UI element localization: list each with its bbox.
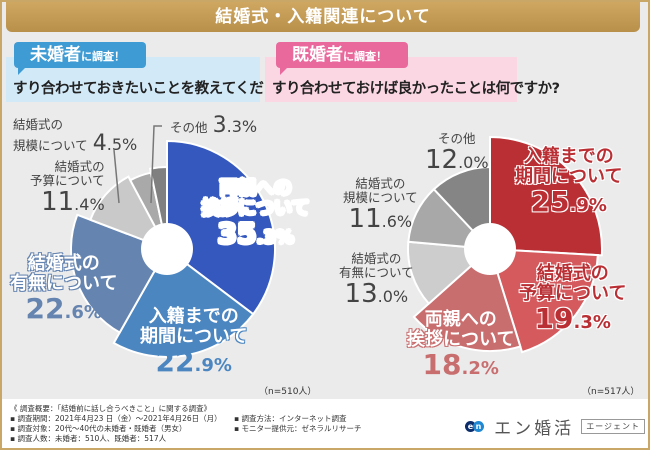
left-label-scale: 結婚式の 規模について 4.5%: [13, 118, 137, 156]
survey-notes: 《 調査概要：「結婚前に話し合うべきこと」に関する調査》 ▪ 調査期間：2021…: [10, 404, 222, 444]
left-tag-main: 未婚者: [30, 45, 81, 65]
left-tag: 未婚者に調査！: [14, 42, 146, 75]
right-tag-main: 既婚者: [292, 45, 343, 65]
label-name: 挨拶について: [407, 328, 515, 350]
label-name: 有無について: [339, 264, 414, 280]
label-name: 規模について: [343, 189, 418, 205]
logo-mark-e: e: [465, 420, 476, 432]
left-label-parents: 両親への 挨拶について 35.3%: [202, 179, 309, 249]
right-label-ceremony-yesno: 結婚式の 有無について 13.0%: [339, 252, 414, 308]
label-value-decimal: .0%: [458, 152, 489, 172]
label-value-decimal: .3%: [226, 117, 258, 136]
pie-slice: [166, 139, 276, 316]
label-name: 両親への: [219, 178, 292, 199]
label-value-decimal: .2%: [461, 357, 499, 379]
label-name: 有無について: [10, 272, 118, 294]
label-value-decimal: .9%: [194, 354, 232, 376]
survey-note: ▪ 調査方法：インターネット調査: [234, 414, 347, 423]
en-logo-icon: e n: [465, 420, 485, 433]
label-name: 予算について: [519, 282, 627, 304]
brand-logo: e n エン婚活 エージェント: [465, 414, 646, 439]
label-name: 入籍までの: [523, 146, 614, 167]
label-value-decimal: .3%: [256, 226, 294, 248]
right-label-budget: 結婚式の 予算について 19.3%: [519, 264, 626, 334]
label-value: 12: [425, 144, 459, 175]
label-name: 結婚式の: [536, 263, 609, 284]
left-label-other: その他 3.3%: [170, 113, 258, 138]
right-label-scale: 結婚式の 規模について 11.6%: [343, 177, 418, 233]
label-value-decimal: .6%: [381, 211, 413, 231]
right-label-other: その他 12.0%: [425, 132, 489, 174]
label-name: 規模について: [13, 137, 88, 153]
left-sample-size: （n=510人）: [259, 387, 317, 397]
left-tag-tail: [18, 67, 26, 75]
label-value: 3: [212, 113, 227, 138]
pie-charts: [70, 125, 603, 358]
label-value: 22: [155, 344, 195, 378]
label-value-decimal: .0%: [377, 286, 409, 306]
label-value: 22: [25, 291, 65, 325]
right-question: すり合わせておけば良かったことは何ですか?: [272, 81, 560, 97]
page-title: 結婚式・入籍関連について: [6, 2, 640, 32]
left-question: すり合わせておきたいことを教えてください: [13, 81, 292, 97]
label-name: 予算について: [30, 172, 105, 188]
label-value: 11: [41, 186, 75, 217]
label-value: 18: [422, 347, 462, 381]
label-name: 挨拶について: [202, 197, 310, 219]
right-sample-size: （n=517人）: [582, 387, 640, 397]
left-label-budget: 結婚式の 予算について 11.4%: [30, 160, 105, 216]
label-value-decimal: .6%: [64, 301, 102, 323]
label-value: 25: [530, 184, 570, 218]
logo-mark-n: n: [473, 420, 484, 432]
label-name: その他: [170, 120, 208, 135]
brand-agent-badge: エージェント: [581, 419, 646, 434]
pie-slice: [112, 247, 255, 358]
right-tag-sub: に調査！: [343, 50, 387, 63]
footer: 《 調査概要：「結婚前に話し合うべきこと」に関する調査》 ▪ 調査期間：2021…: [2, 399, 648, 448]
label-name: 入籍までの: [148, 306, 239, 327]
label-value-decimal: .3%: [573, 311, 611, 333]
survey-note: 《 調査概要：「結婚前に話し合うべきこと」に関する調査》: [10, 404, 212, 413]
left-label-period: 入籍までの 期間について 22.9%: [140, 307, 247, 377]
label-name: 結婚式の: [27, 253, 100, 274]
label-value-decimal: .9%: [569, 194, 607, 216]
label-name: 両親への: [424, 309, 497, 330]
label-value: 11: [348, 203, 382, 234]
right-label-period: 入籍までの 期間について 25.9%: [515, 147, 622, 217]
right-tag-tail: [280, 67, 288, 75]
survey-note: ▪ モニター提供元：ゼネラルリサーチ: [234, 424, 362, 433]
right-tag: 既婚者に調査！: [276, 42, 408, 75]
label-name: 結婚式の: [54, 159, 105, 174]
label-name: その他: [438, 131, 476, 146]
survey-note: ▪ 調査期間：2021年4月23 日（金）～2021年4月26日（月）: [10, 414, 222, 423]
label-value-decimal: .5%: [106, 134, 138, 154]
label-value: 13: [344, 278, 378, 309]
survey-note: ▪ 調査対象：20代～40代の未婚者・既婚者（男女）: [10, 424, 187, 433]
leader-line: [113, 149, 120, 204]
label-name: 結婚式の: [351, 251, 402, 266]
label-value: 4: [92, 130, 107, 156]
label-value-decimal: .4%: [74, 194, 105, 214]
label-name: 結婚式の: [355, 176, 406, 191]
pie-slice: [488, 247, 599, 354]
brand-name: エン婚活: [494, 419, 575, 439]
pie-center-hole: [464, 223, 516, 275]
label-name: 結婚式の: [13, 117, 64, 132]
pie-slice: [89, 175, 170, 251]
label-value: 19: [534, 301, 574, 335]
pie-center-hole: [141, 223, 193, 275]
survey-note: ▪ 調査人数：未婚者：510人、既婚者：517人: [10, 434, 167, 443]
pie-slice: [489, 135, 603, 257]
survey-notes-right: ▪ 調査方法：インターネット調査 ▪ モニター提供元：ゼネラルリサーチ: [234, 414, 361, 434]
left-tag-sub: に調査！: [81, 50, 125, 63]
label-name: 期間について: [140, 325, 248, 347]
left-label-ceremony-yesno: 結婚式の 有無について 22.6%: [10, 254, 117, 324]
leader-line: [150, 125, 162, 204]
right-label-parents: 両親への 挨拶について 18.2%: [407, 310, 514, 380]
label-value: 35: [217, 216, 257, 250]
label-name: 期間について: [515, 165, 623, 187]
